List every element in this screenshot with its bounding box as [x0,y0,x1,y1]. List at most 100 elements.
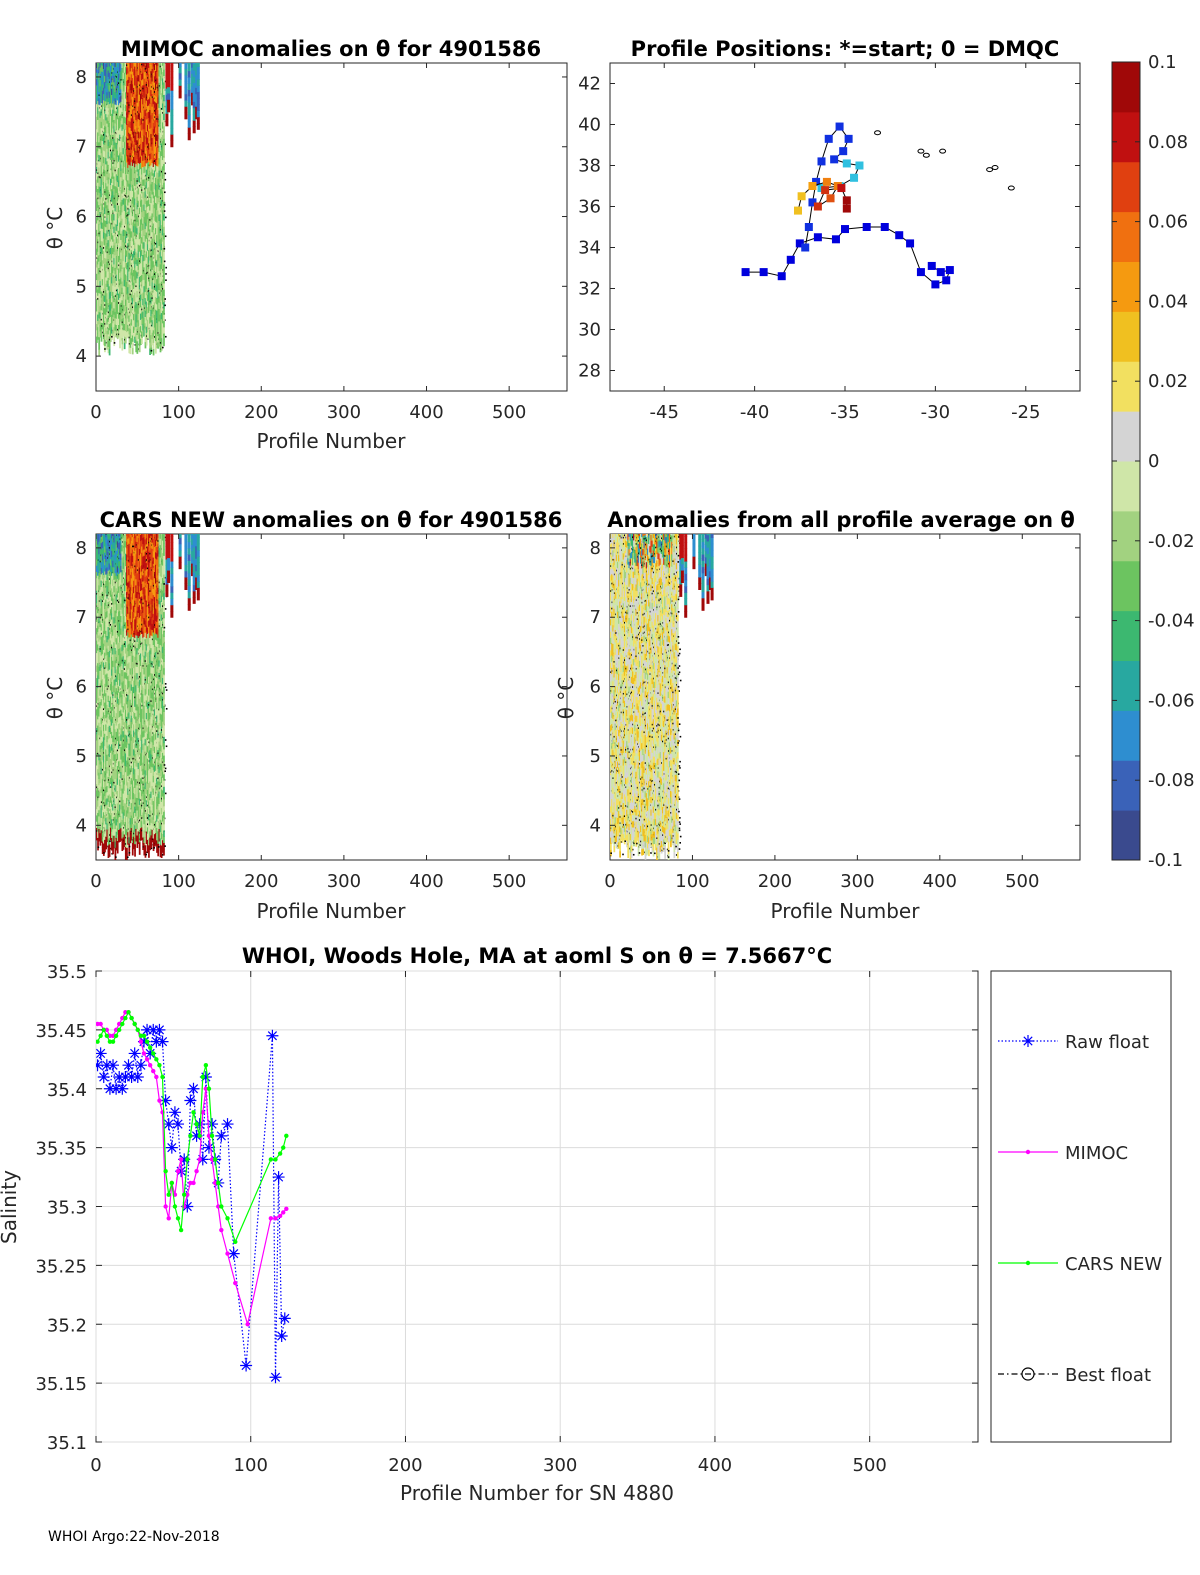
heat-cell [106,648,109,655]
heat-cell [97,831,99,838]
heat-cell [112,728,114,736]
heat-cell [107,670,110,677]
heat-cell [138,270,141,277]
heat-cell [141,192,143,200]
heat-cell [116,156,119,164]
heat-cell [113,132,116,139]
heat-cell [157,285,160,293]
heat-cell [157,203,160,211]
heat-cell [163,150,165,158]
heat-cell [99,299,102,307]
heat-cell [121,337,124,345]
heat-cell [102,636,105,644]
contour-dot [111,852,113,855]
heat-cell [157,134,160,142]
heat-cell [134,323,136,331]
heat-cell [120,220,123,228]
heat-cell [121,287,124,295]
heat-cell [129,234,132,242]
heat-cell [106,267,109,275]
heat-cell [131,146,134,154]
heat-cell [150,114,153,122]
heat-cell [156,127,158,135]
heat-cell [128,227,131,234]
heat-cell [157,128,160,136]
heat-cell [142,241,145,249]
heat-cell [134,210,136,218]
heat-cell [102,805,105,813]
track-start-point [942,276,951,285]
heat-cell [104,645,106,653]
heat-cell [99,826,102,834]
heat-cell [135,175,138,183]
heat-cell [134,260,136,268]
heat-cell [156,121,158,129]
heat-cell [165,63,169,70]
track-loop-point [835,122,844,131]
heat-cell [152,310,155,318]
heat-cell [129,328,132,336]
heat-cell [99,695,102,703]
heat-cell [107,557,110,565]
heat-cell [146,137,149,144]
heat-cell [160,67,163,75]
heat-cell [120,101,123,109]
heat-cell [150,133,153,141]
heat-cell [112,841,114,849]
heat-cell [133,282,135,289]
heat-cell [108,285,111,293]
heat-cell [106,85,109,93]
heat-cell [97,125,99,133]
heat-cell [106,598,109,605]
heat-cell [127,236,129,244]
heat-cell [97,131,99,139]
heat-cell [137,68,140,76]
heat-cell [130,243,133,251]
heat-cell [144,310,147,317]
heat-cell [133,332,135,340]
heat-cell [146,256,149,264]
heat-cell [99,714,102,721]
heat-cell [99,123,102,131]
heat-cell [151,194,154,201]
heat-cell [126,275,128,282]
heat-cell [156,171,158,179]
heat-cell [148,86,150,94]
heat-cell [131,247,134,254]
heat-cell [114,709,117,717]
heat-cell [105,555,107,563]
heat-cell [116,256,119,264]
cars-title: CARS NEW anomalies on θ for 4901586 [100,508,563,532]
heat-cell [160,63,163,69]
heat-cell [98,722,101,730]
heat-cell [145,150,148,158]
heat-cell [122,329,125,337]
heat-cell [109,109,112,116]
heat-cell [109,171,112,179]
heat-cell [128,158,131,165]
heat-cell [131,203,134,210]
contour-dot [155,79,157,82]
heat-cell [157,323,160,330]
heat-cell [102,275,105,283]
heat-cell [157,78,160,85]
heat-cell [108,197,111,205]
heat-cell [107,539,110,546]
heat-cell [101,547,104,555]
heat-cell [113,741,116,749]
heat-cell [102,307,105,314]
heat-cell [109,335,112,343]
heat-cell [107,607,110,615]
heat-cell [124,211,127,218]
heat-cell [195,99,199,107]
heat-cell [105,636,107,644]
contour-dot [165,266,167,269]
heat-cell [138,320,141,328]
heat-cell [121,218,124,225]
heat-cell [137,250,140,258]
heat-cell [96,292,98,299]
x-tick-label: -30 [921,402,950,423]
heat-cell [135,131,138,139]
contour-dot [127,138,130,141]
heat-cell [106,654,109,662]
